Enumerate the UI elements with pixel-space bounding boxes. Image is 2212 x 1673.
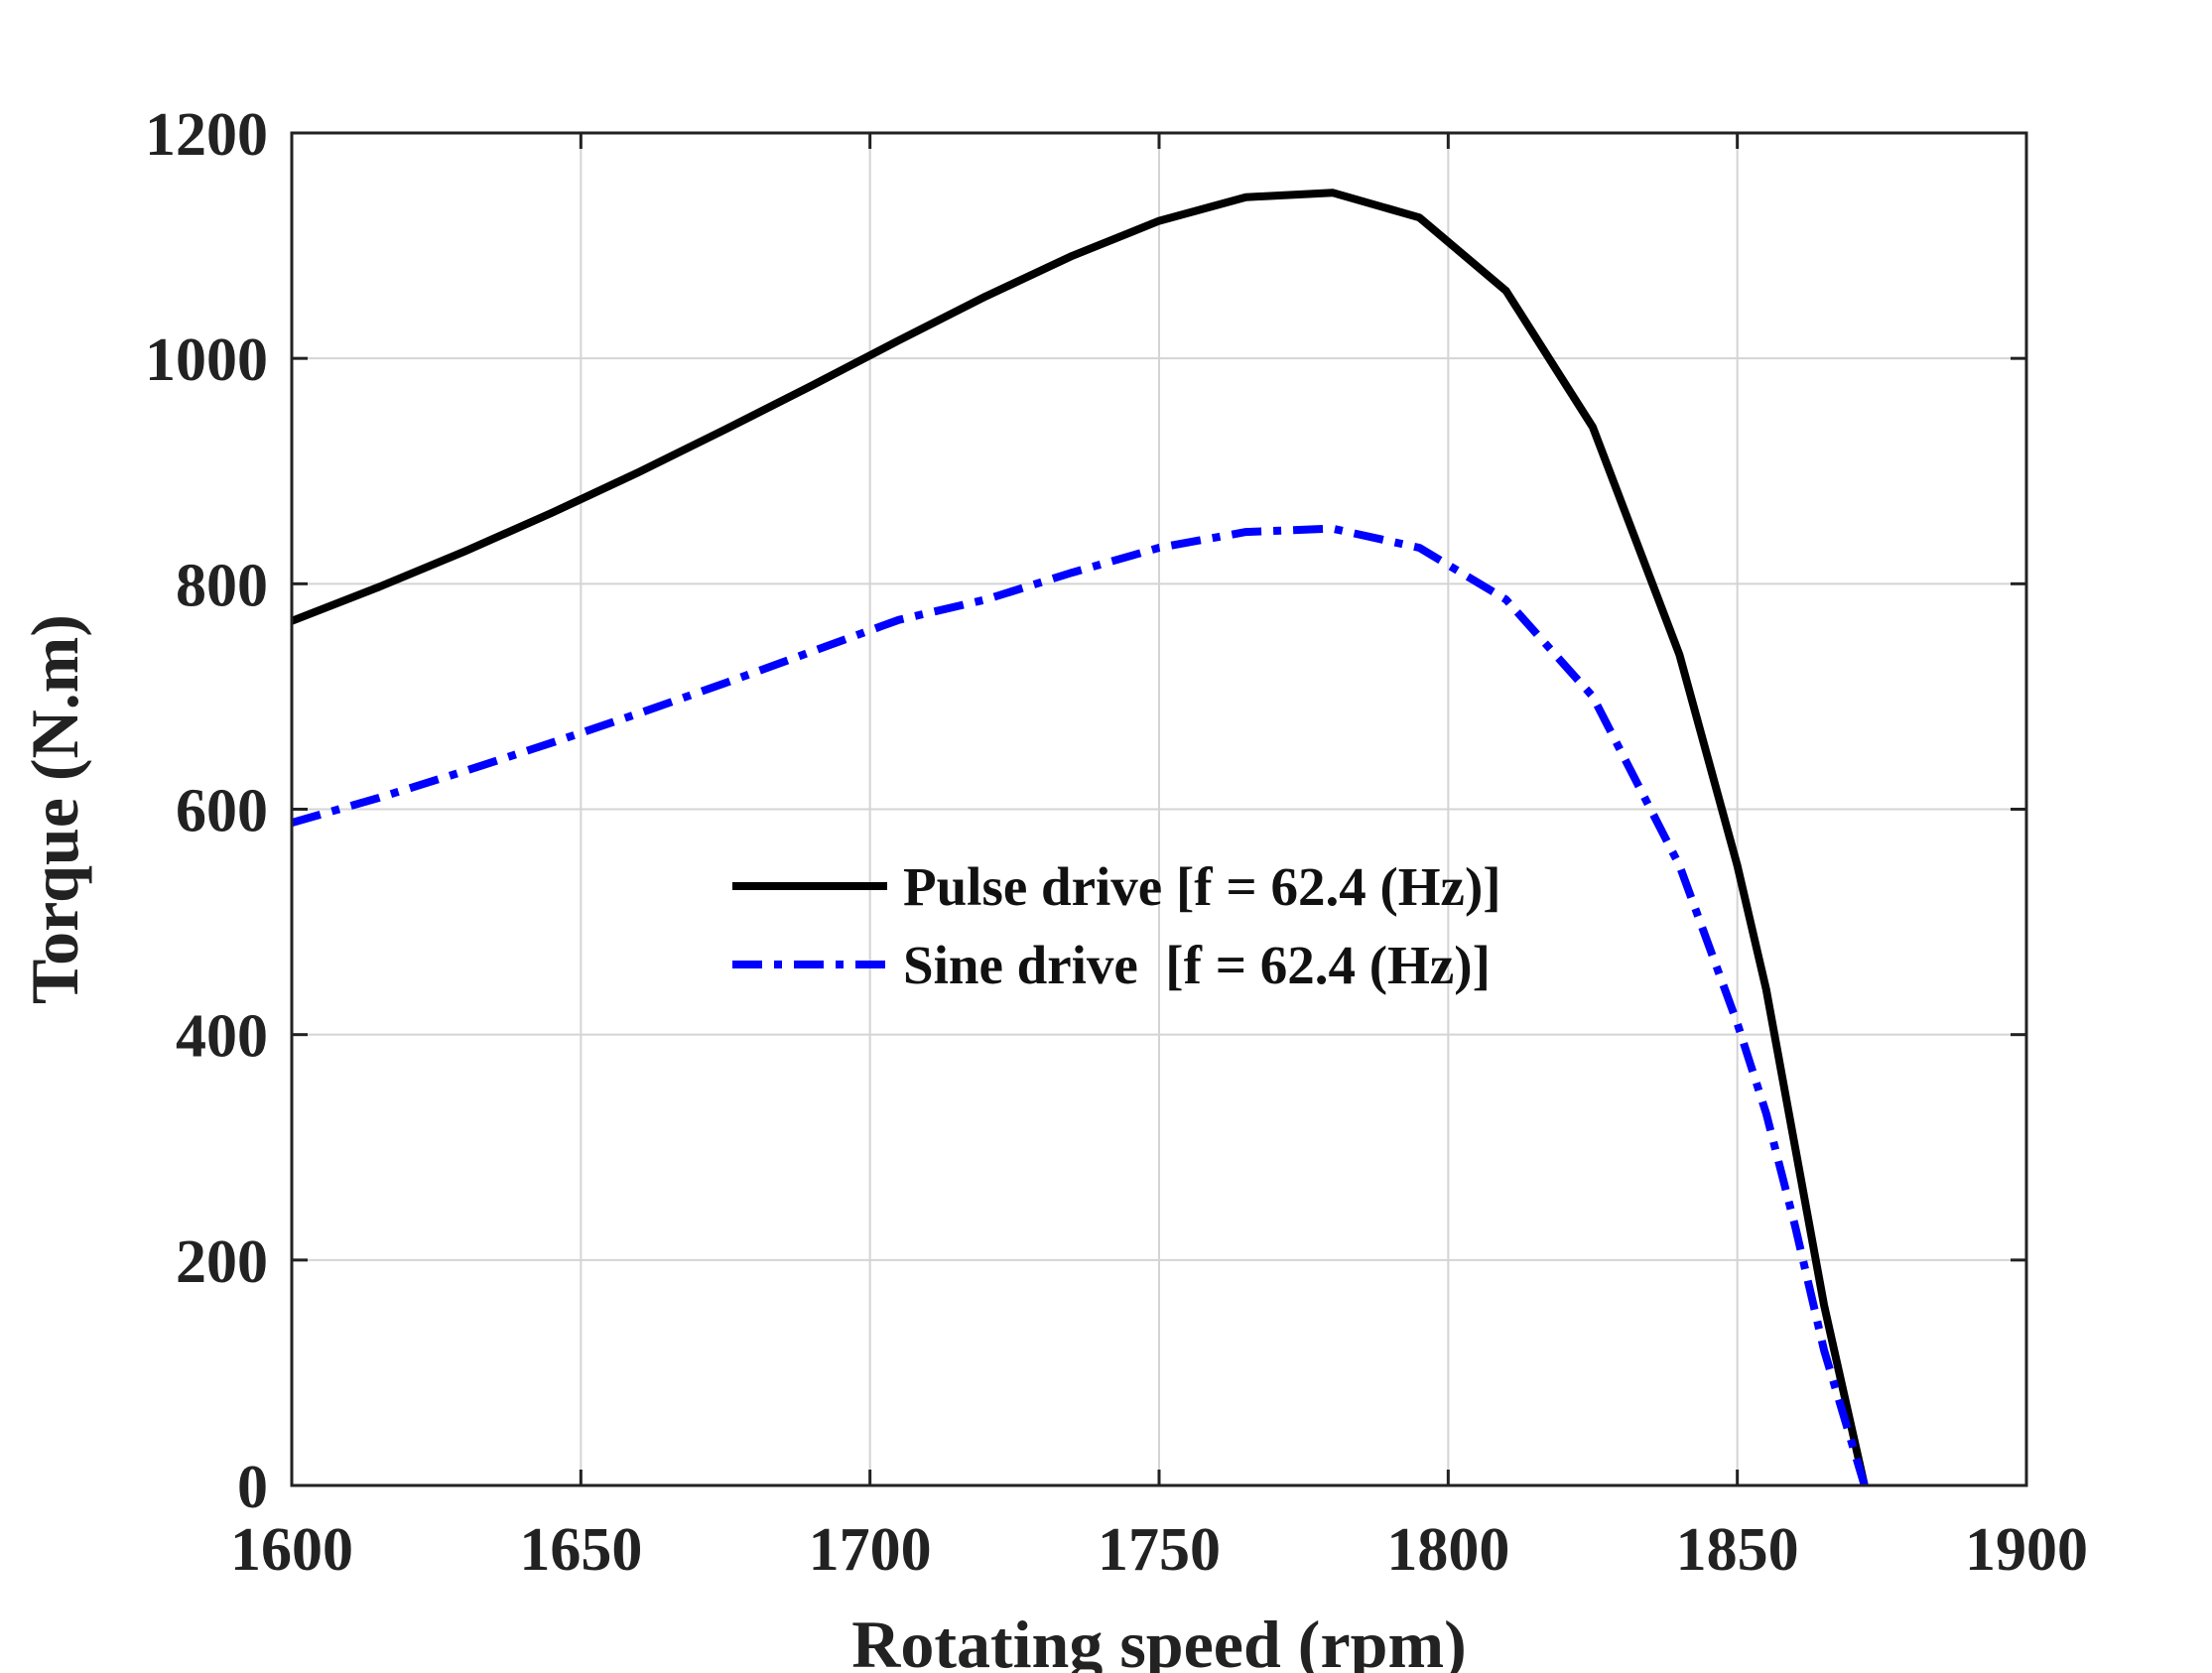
x-tick-label: 1750 <box>1098 1516 1221 1584</box>
x-tick-label: 1600 <box>230 1516 353 1584</box>
y-tick-label: 1000 <box>145 326 268 394</box>
y-tick-label: 1200 <box>145 101 268 169</box>
x-axis-title: Rotating speed (rpm) <box>851 1607 1467 1673</box>
ticks <box>290 131 2028 1487</box>
grid <box>291 132 2027 1486</box>
series-line-pulse-drive <box>290 189 1869 1486</box>
y-axis-title: Torque (N.m) <box>17 614 92 1004</box>
legend-label-pulse-drive: Pulse drive [f = 62.4 (Hz)] <box>903 856 1501 917</box>
series-line-sine-drive <box>290 524 1869 1487</box>
y-tick-label: 200 <box>176 1228 268 1296</box>
x-tick-label: 1850 <box>1676 1516 1799 1584</box>
legend: Pulse drive [f = 62.4 (Hz)] Sine drive [f… <box>732 856 1501 995</box>
y-tick-label: 600 <box>176 778 268 845</box>
x-tick-label: 1900 <box>1965 1516 2088 1584</box>
x-tick-label: 1700 <box>809 1516 932 1584</box>
y-tick-label: 0 <box>237 1454 268 1521</box>
tick-labels: 1600 1650 1700 1750 1800 1850 1900 0 200 400 600 80… <box>145 101 2088 1584</box>
y-tick-label: 400 <box>176 1003 268 1071</box>
series-group <box>290 189 1869 1487</box>
x-tick-label: 1800 <box>1386 1516 1509 1584</box>
x-tick-label: 1650 <box>519 1516 642 1584</box>
legend-label-sine-drive: Sine drive [f = 62.4 (Hz)] <box>903 935 1491 995</box>
y-tick-label: 800 <box>176 552 268 619</box>
